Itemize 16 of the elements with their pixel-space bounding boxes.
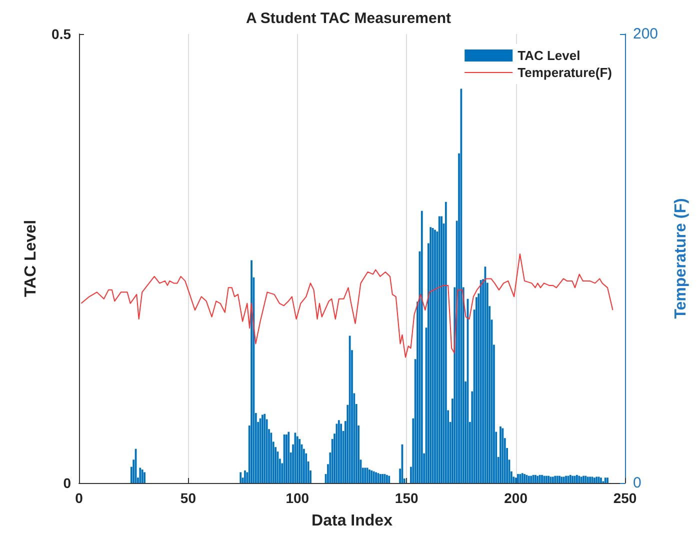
x-tick-label: 100 [286, 490, 310, 506]
legend-label: Temperature(F) [518, 65, 612, 80]
y2-tick-label: 0 [633, 474, 642, 492]
y-axis-title: TAC Level [22, 220, 40, 298]
x-tick-label: 150 [394, 490, 418, 506]
x-axis-title: Data Index [312, 512, 393, 530]
y-tick-label: 0.5 [52, 26, 72, 42]
x-tick-label: 250 [613, 490, 637, 506]
x-tick-label: 0 [75, 490, 84, 506]
line-series [80, 254, 614, 358]
y2-tick-label: 200 [633, 26, 658, 42]
y2-axis-title: Temperature (F) [672, 198, 690, 319]
x-tick-label: 200 [504, 490, 528, 506]
x-tick-label: 50 [180, 490, 196, 506]
legend-label: TAC Level [518, 48, 580, 63]
chart-title: A Student TAC Measurement [246, 10, 452, 27]
